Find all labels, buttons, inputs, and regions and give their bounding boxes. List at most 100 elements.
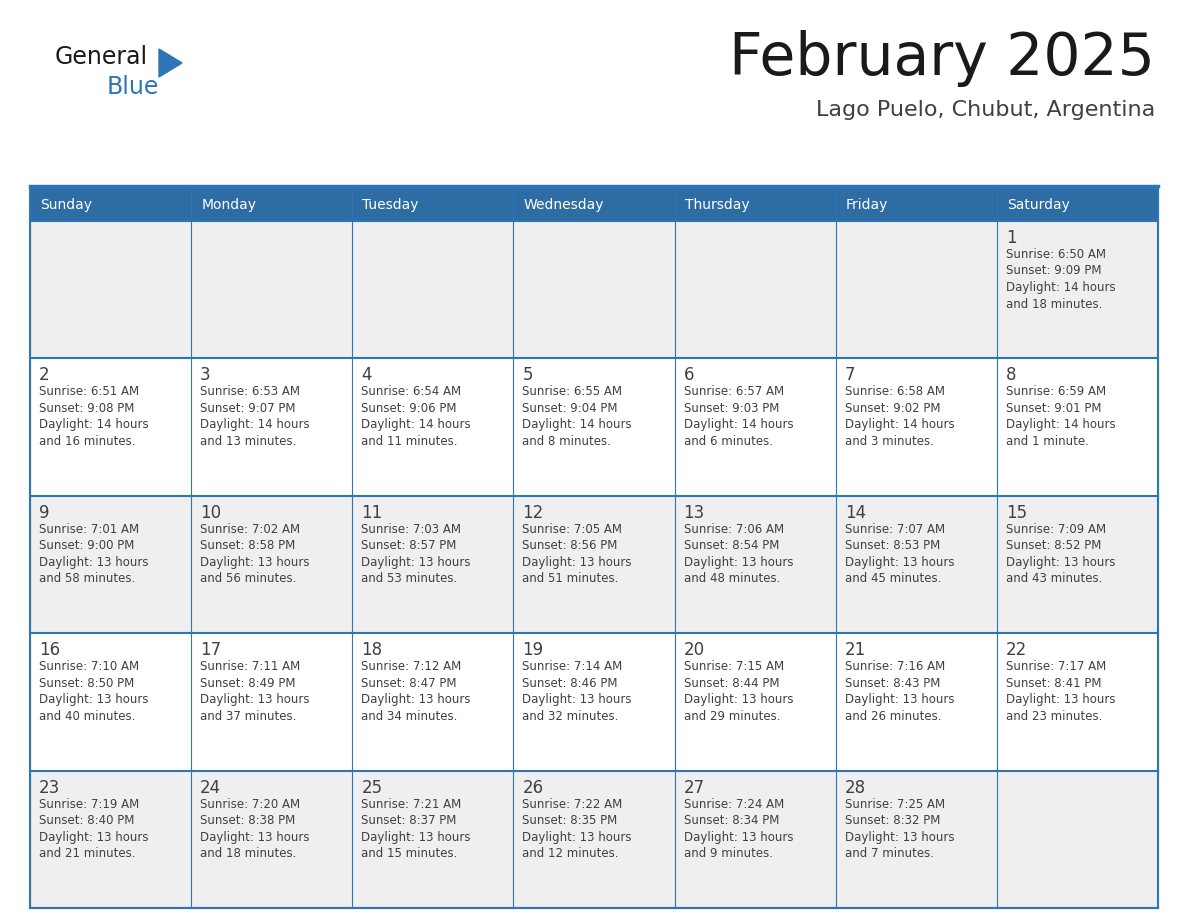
Text: Sunset: 9:02 PM: Sunset: 9:02 PM <box>845 402 940 415</box>
Text: Sunrise: 7:15 AM: Sunrise: 7:15 AM <box>683 660 784 673</box>
Text: Sunset: 8:35 PM: Sunset: 8:35 PM <box>523 814 618 827</box>
Text: Sunrise: 6:58 AM: Sunrise: 6:58 AM <box>845 386 944 398</box>
Bar <box>191 358 353 496</box>
Text: Daylight: 14 hours: Daylight: 14 hours <box>39 419 148 431</box>
Text: Daylight: 13 hours: Daylight: 13 hours <box>39 831 148 844</box>
Text: 11: 11 <box>361 504 383 521</box>
Bar <box>353 633 513 770</box>
Text: Sunday: Sunday <box>40 197 91 211</box>
Text: and 16 minutes.: and 16 minutes. <box>39 435 135 448</box>
Text: February 2025: February 2025 <box>729 30 1155 87</box>
Text: Daylight: 13 hours: Daylight: 13 hours <box>200 831 310 844</box>
Text: Sunrise: 7:03 AM: Sunrise: 7:03 AM <box>361 522 461 536</box>
Text: Sunset: 9:08 PM: Sunset: 9:08 PM <box>39 402 134 415</box>
Text: 20: 20 <box>683 641 704 659</box>
Text: 19: 19 <box>523 641 544 659</box>
Bar <box>997 633 1158 770</box>
Text: 13: 13 <box>683 504 704 521</box>
Text: Sunrise: 6:57 AM: Sunrise: 6:57 AM <box>683 386 784 398</box>
Text: 6: 6 <box>683 366 694 385</box>
Text: Sunset: 8:52 PM: Sunset: 8:52 PM <box>1006 539 1101 553</box>
Text: Sunrise: 7:16 AM: Sunrise: 7:16 AM <box>845 660 944 673</box>
Bar <box>675 221 835 358</box>
Text: Daylight: 14 hours: Daylight: 14 hours <box>361 419 470 431</box>
Text: Sunrise: 6:53 AM: Sunrise: 6:53 AM <box>200 386 301 398</box>
Text: Sunset: 8:41 PM: Sunset: 8:41 PM <box>1006 677 1101 689</box>
Text: Monday: Monday <box>201 197 257 211</box>
Bar <box>997 496 1158 633</box>
Bar <box>30 770 191 908</box>
Text: and 11 minutes.: and 11 minutes. <box>361 435 457 448</box>
Text: and 37 minutes.: and 37 minutes. <box>200 710 297 722</box>
Bar <box>835 770 997 908</box>
Text: Sunrise: 7:06 AM: Sunrise: 7:06 AM <box>683 522 784 536</box>
Bar <box>30 221 191 358</box>
Text: Daylight: 13 hours: Daylight: 13 hours <box>845 555 954 569</box>
Text: Sunset: 8:49 PM: Sunset: 8:49 PM <box>200 677 296 689</box>
Text: and 8 minutes.: and 8 minutes. <box>523 435 612 448</box>
Text: Sunset: 8:53 PM: Sunset: 8:53 PM <box>845 539 940 553</box>
Text: Daylight: 13 hours: Daylight: 13 hours <box>523 693 632 706</box>
Text: and 7 minutes.: and 7 minutes. <box>845 847 934 860</box>
Text: Daylight: 13 hours: Daylight: 13 hours <box>361 555 470 569</box>
Bar <box>675 188 835 221</box>
Bar <box>997 358 1158 496</box>
Text: Daylight: 14 hours: Daylight: 14 hours <box>523 419 632 431</box>
Bar <box>353 770 513 908</box>
Text: Sunrise: 7:05 AM: Sunrise: 7:05 AM <box>523 522 623 536</box>
Text: Daylight: 13 hours: Daylight: 13 hours <box>200 693 310 706</box>
Bar <box>835 496 997 633</box>
Text: Daylight: 13 hours: Daylight: 13 hours <box>200 555 310 569</box>
Bar <box>675 358 835 496</box>
Text: Tuesday: Tuesday <box>362 197 419 211</box>
Bar <box>835 358 997 496</box>
Bar <box>30 188 191 221</box>
Text: and 40 minutes.: and 40 minutes. <box>39 710 135 722</box>
Text: Sunrise: 7:20 AM: Sunrise: 7:20 AM <box>200 798 301 811</box>
Text: Daylight: 14 hours: Daylight: 14 hours <box>1006 419 1116 431</box>
Text: Daylight: 13 hours: Daylight: 13 hours <box>361 693 470 706</box>
Text: and 18 minutes.: and 18 minutes. <box>1006 297 1102 310</box>
Text: 12: 12 <box>523 504 544 521</box>
Text: Sunrise: 7:25 AM: Sunrise: 7:25 AM <box>845 798 944 811</box>
Bar <box>513 770 675 908</box>
Text: Sunrise: 7:22 AM: Sunrise: 7:22 AM <box>523 798 623 811</box>
Text: and 56 minutes.: and 56 minutes. <box>200 572 297 586</box>
Text: 3: 3 <box>200 366 210 385</box>
Bar <box>513 358 675 496</box>
Text: Sunset: 8:57 PM: Sunset: 8:57 PM <box>361 539 456 553</box>
Bar <box>675 496 835 633</box>
Text: Sunrise: 6:54 AM: Sunrise: 6:54 AM <box>361 386 461 398</box>
Text: Sunset: 9:06 PM: Sunset: 9:06 PM <box>361 402 456 415</box>
Text: 23: 23 <box>39 778 61 797</box>
Text: Daylight: 13 hours: Daylight: 13 hours <box>683 831 794 844</box>
Text: Sunset: 8:44 PM: Sunset: 8:44 PM <box>683 677 779 689</box>
Text: and 6 minutes.: and 6 minutes. <box>683 435 772 448</box>
Text: 5: 5 <box>523 366 533 385</box>
Text: Daylight: 13 hours: Daylight: 13 hours <box>523 831 632 844</box>
Text: 10: 10 <box>200 504 221 521</box>
Text: Sunrise: 7:10 AM: Sunrise: 7:10 AM <box>39 660 139 673</box>
Bar <box>353 358 513 496</box>
Text: Daylight: 14 hours: Daylight: 14 hours <box>200 419 310 431</box>
Text: Sunrise: 7:07 AM: Sunrise: 7:07 AM <box>845 522 944 536</box>
Text: and 53 minutes.: and 53 minutes. <box>361 572 457 586</box>
Bar <box>353 221 513 358</box>
Text: and 26 minutes.: and 26 minutes. <box>845 710 941 722</box>
Text: 28: 28 <box>845 778 866 797</box>
Text: 4: 4 <box>361 366 372 385</box>
Text: Sunset: 9:00 PM: Sunset: 9:00 PM <box>39 539 134 553</box>
Text: 24: 24 <box>200 778 221 797</box>
Text: 27: 27 <box>683 778 704 797</box>
Text: Sunset: 8:43 PM: Sunset: 8:43 PM <box>845 677 940 689</box>
Bar <box>997 188 1158 221</box>
Bar <box>191 496 353 633</box>
Text: and 18 minutes.: and 18 minutes. <box>200 847 297 860</box>
Text: 2: 2 <box>39 366 50 385</box>
Text: Sunrise: 6:50 AM: Sunrise: 6:50 AM <box>1006 248 1106 261</box>
Bar <box>353 188 513 221</box>
Text: 26: 26 <box>523 778 544 797</box>
Text: Sunset: 9:07 PM: Sunset: 9:07 PM <box>200 402 296 415</box>
Text: 16: 16 <box>39 641 61 659</box>
Text: Sunset: 8:56 PM: Sunset: 8:56 PM <box>523 539 618 553</box>
